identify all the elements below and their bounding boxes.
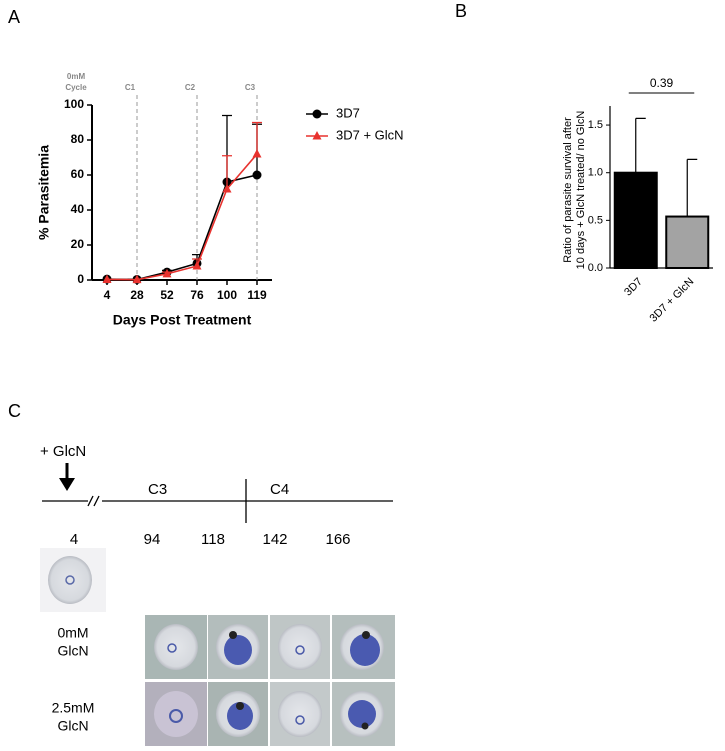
series-line: [106, 174, 258, 281]
y-tick-label: 20: [71, 237, 85, 251]
error-bar: [222, 155, 232, 189]
x-tick-label: 52: [160, 288, 174, 302]
y-tick-label: 0.0: [588, 262, 603, 274]
p-value: 0.39: [650, 76, 674, 90]
x-tick-label: 3D7 + GlcN: [648, 276, 697, 325]
y-axis-label: Ratio of parasite survival after: [562, 117, 574, 263]
x-tick-label: 3D7: [622, 276, 645, 299]
treatment-label: + GlcN: [40, 443, 86, 460]
bar: [613, 171, 658, 270]
cycle-header: 0mM: [67, 72, 86, 81]
point: [252, 170, 262, 180]
bar: [665, 215, 710, 270]
x-tick-label: 100: [217, 288, 237, 302]
legend-label: 3D7 + GlcN: [336, 127, 404, 142]
y-tick-label: 0.5: [588, 214, 603, 226]
row-label: GlcN: [57, 643, 88, 659]
row-label: 0mM: [57, 625, 88, 641]
x-tick-label: 28: [130, 288, 144, 302]
timepoint-label: 4: [70, 531, 78, 548]
legend-label: 3D7: [336, 105, 360, 120]
y-tick-label: 40: [71, 202, 85, 216]
y-tick-label: 80: [71, 132, 85, 146]
timeline: [42, 463, 393, 523]
y-tick-label: 1.0: [588, 167, 603, 179]
point: [192, 261, 202, 270]
legend-marker: [312, 131, 322, 140]
panel-label: B: [455, 1, 467, 21]
row-label: 2.5mM: [52, 700, 95, 716]
cycle-label: C4: [270, 481, 289, 498]
cycle-label: C1: [125, 83, 136, 92]
cycle-label: C3: [148, 481, 167, 498]
point: [132, 274, 142, 284]
y-axis-label: 10 days + GlcN treated/ no GlcN: [575, 111, 587, 270]
point: [162, 268, 172, 278]
error-bar: [252, 121, 262, 154]
x-tick-label: 76: [190, 288, 204, 302]
series-line: [106, 153, 258, 281]
point: [252, 149, 262, 158]
y-axis-label: % Parasitemia: [36, 145, 52, 240]
y-tick-label: 100: [64, 97, 84, 111]
timepoint-label: 118: [201, 531, 225, 548]
point: [222, 184, 232, 193]
cycle-header: Cycle: [65, 83, 87, 92]
micrographs: [40, 548, 395, 746]
y-tick-label: 60: [71, 167, 85, 181]
timepoint-label: 94: [144, 531, 161, 548]
arrow: [59, 478, 75, 491]
panel-label: C: [8, 401, 21, 421]
error-bar: [686, 158, 698, 217]
cycle-label: C2: [185, 83, 196, 92]
y-tick-label: 1.5: [588, 119, 603, 131]
error-bar: [635, 117, 646, 173]
x-tick-label: 4: [104, 288, 111, 302]
panel-label: A: [8, 7, 20, 27]
point: [102, 274, 112, 283]
timepoint-label: 142: [262, 531, 287, 548]
y-tick-label: 0: [77, 272, 84, 286]
timepoint-label: 166: [325, 531, 350, 548]
cycle-label: C3: [245, 83, 256, 92]
row-label: GlcN: [57, 718, 88, 734]
x-axis-label: Days Post Treatment: [113, 312, 252, 328]
x-tick-label: 119: [247, 288, 267, 302]
legend-marker: [312, 109, 322, 119]
